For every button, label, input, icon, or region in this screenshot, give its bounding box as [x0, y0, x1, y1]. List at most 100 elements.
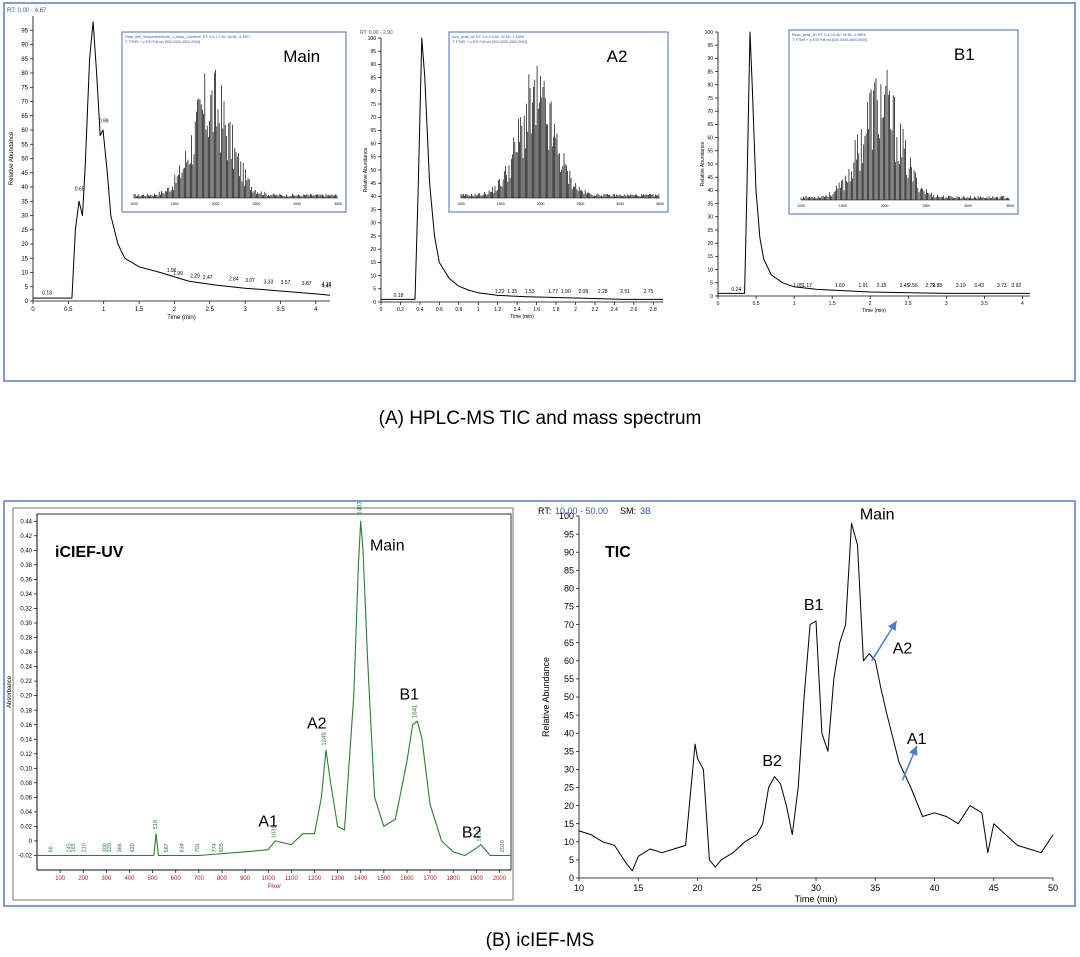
icief_tic-y-tick-label: 100: [559, 511, 574, 521]
tic_a2-y-tick-label: 20: [370, 247, 376, 253]
tic_a2-x-tick-label: 0.6: [436, 307, 443, 313]
icief-uv-peak-label: 567: [164, 843, 170, 852]
panel-b-charts: -0.02 0 0.02 0.04 0.06 0.08 0.10 0.12 0.14 0.16 0.…: [7, 501, 1058, 904]
tic-b1-peak-label: 3.43: [974, 283, 984, 289]
icief_uv-x-tick-label: 300: [101, 876, 112, 882]
tic_b1-x-tick-label: 0: [717, 301, 720, 307]
icief_tic-y-tick-label: 15: [564, 819, 574, 829]
tic_main-x-tick-label: 0.5: [64, 307, 73, 313]
tic-main-peak-label: 2.84: [229, 276, 239, 282]
tic_main-y-tick-label: 30: [21, 214, 28, 220]
icief-uv-peak-label: 300: [102, 843, 108, 852]
icief_tic-y-tick-label: 50: [564, 692, 574, 702]
icief_uv-y-tick-label: 0.32: [20, 607, 32, 613]
icief_tic-y-tick-label: 75: [564, 602, 574, 612]
icief-uv-peak-label: 210: [82, 843, 88, 852]
icief_tic-x-tick-label: 35: [870, 883, 880, 893]
icief_uv-y-tick-label: 0.10: [20, 766, 32, 772]
icief_tic-x-tick-label: 30: [811, 883, 821, 893]
tic-annotation-b1: B1: [804, 597, 824, 614]
icief_uv-y-tick-label: 0.20: [20, 694, 32, 700]
icief_uv-x-tick-label: 800: [217, 876, 228, 882]
icief_tic-y-tick-label: 20: [564, 801, 574, 811]
tic-main-peak-label: 2.29: [190, 274, 200, 280]
tic-main-peak-label: 1.99: [173, 271, 183, 277]
tic-rt-label: RT:: [538, 506, 551, 516]
tic_a2-x-tick-label: 2.6: [630, 307, 637, 313]
tic-sm-value: 3B: [640, 506, 651, 516]
icief-uv-peak-label: 366: [118, 843, 124, 852]
icief_tic-x-tick-label: 40: [929, 883, 939, 893]
tic_b1-y-tick-label: 55: [707, 149, 713, 155]
tic_b1-inset-tick-label: 1000: [797, 204, 805, 208]
tic_b1-y-tick-label: 20: [707, 241, 713, 247]
tic_b1-x-tick-label: 3: [945, 301, 948, 307]
tic-a2-peak-label: 2.51: [620, 289, 630, 295]
tic_b1-y-tick-label: 75: [707, 96, 713, 102]
icief_uv-x-tick-label: 1600: [400, 876, 414, 882]
tic_main-x-tick-label: 3: [243, 307, 247, 313]
icief_uv-y-tick-label: 0.30: [20, 621, 32, 627]
tic-a2-peak-label: 1.22: [495, 289, 505, 295]
tic_main-inset-tick-label: 2000: [212, 202, 220, 206]
tic-a2-peak-label: 0.18: [394, 293, 404, 299]
icief_tic-y-tick-label: 55: [564, 674, 574, 684]
icief-uv-peak-label: 165: [71, 843, 77, 852]
tic_main-y-tick-label: 85: [21, 57, 28, 63]
tic_a2-y-tick-label: 50: [370, 168, 376, 174]
icief_tic-y-tick-label: 10: [564, 837, 574, 847]
icief-uv-peak-label: 805: [219, 843, 225, 852]
tic_b1-inset-title: B1: [954, 45, 975, 64]
tic_b1-inset-header: Basic_peak_B1 RT: 0.4-0.5 AV: 18 NL: 1.9…: [792, 33, 866, 37]
tic_main-x-tick-label: 1.5: [135, 307, 144, 313]
tic_b1-inset-tick-label: 2000: [881, 204, 889, 208]
tic_main-inset-header: T: FTMS + p ESI Full ms [500.0000-4500.0…: [125, 40, 200, 44]
tic_b1-series-line: [718, 31, 1030, 294]
icief_uv-x-tick-label: 400: [124, 876, 135, 882]
tic_b1-y-tick-label: 10: [707, 267, 713, 273]
icief_tic-x-tick-label: 15: [633, 883, 643, 893]
icief_tic-y-tick-label: 40: [564, 728, 574, 738]
tic_main-y-tick-label: 10: [21, 271, 28, 277]
tic_b1-y-tick-label: 85: [707, 69, 713, 75]
tic_main-inset-tick-label: 1000: [130, 202, 138, 206]
tic_b1-inset-tick-label: 2500: [923, 204, 931, 208]
tic_main-x-tick-label: 2.5: [206, 307, 215, 313]
icief_tic-x-tick-label: 50: [1048, 883, 1058, 893]
tic-b1-peak-label: 1.91: [858, 283, 868, 289]
tic_b1-y-tick-label: 30: [707, 215, 713, 221]
tic_b1-y-tick-label: 5: [710, 281, 713, 287]
icief_tic-x-tick-label: 10: [574, 883, 584, 893]
icief_uv-x-tick-label: 500: [148, 876, 159, 882]
icief_uv-y-tick-label: 0.42: [20, 534, 32, 540]
icief_tic-x-tick-label: 45: [989, 883, 999, 893]
tic_a2-series-line: [381, 37, 663, 300]
icief-uv-peak-label: 1641: [412, 704, 418, 718]
icief_tic-series-line: [578, 522, 1054, 872]
icief_tic-y-tick-label: 35: [564, 746, 574, 756]
tic_b1-y-tick-label: 90: [707, 56, 713, 62]
tic_a2-x-tick-label: 1.2: [494, 307, 501, 313]
tic-main-peak-label: 3.07: [245, 278, 255, 284]
tic_b1-x-tick-label: 0.5: [753, 301, 760, 307]
icief_uv-x-tick-label: 700: [194, 876, 205, 882]
tic_main-y-axis-label: Relative Abundance: [9, 131, 15, 185]
tic-b1-peak-label: 1.05: [793, 283, 803, 289]
tic_main-inset-title: Main: [283, 47, 320, 66]
icief-uv-annotation-b1: B1: [399, 686, 419, 703]
caption-b: (B) icIEF-MS: [485, 930, 595, 951]
tic_main-y-tick-label: 15: [21, 256, 28, 262]
icief_uv-y-tick-label: 0.12: [20, 752, 32, 758]
tic-main-peak-label: 3.87: [302, 281, 312, 287]
icief_uv-x-tick-label: 1300: [331, 876, 345, 882]
tic_b1-inset-tick-label: 3000: [964, 204, 972, 208]
tic_b1-y-tick-label: 65: [707, 122, 713, 128]
icief-uv-peak-label: 518: [153, 820, 159, 829]
tic_main-y-tick-label: 90: [21, 43, 28, 49]
tic_a2-y-tick-label: 5: [373, 287, 376, 293]
tic-sm-label: SM:: [620, 506, 636, 516]
tic_a2-x-tick-label: 0: [380, 307, 383, 313]
icief_uv-y-tick-label: 0.14: [20, 737, 32, 743]
tic-b1-peak-label: 2.56: [908, 283, 918, 289]
tic_b1-inset-box: [788, 29, 1019, 215]
